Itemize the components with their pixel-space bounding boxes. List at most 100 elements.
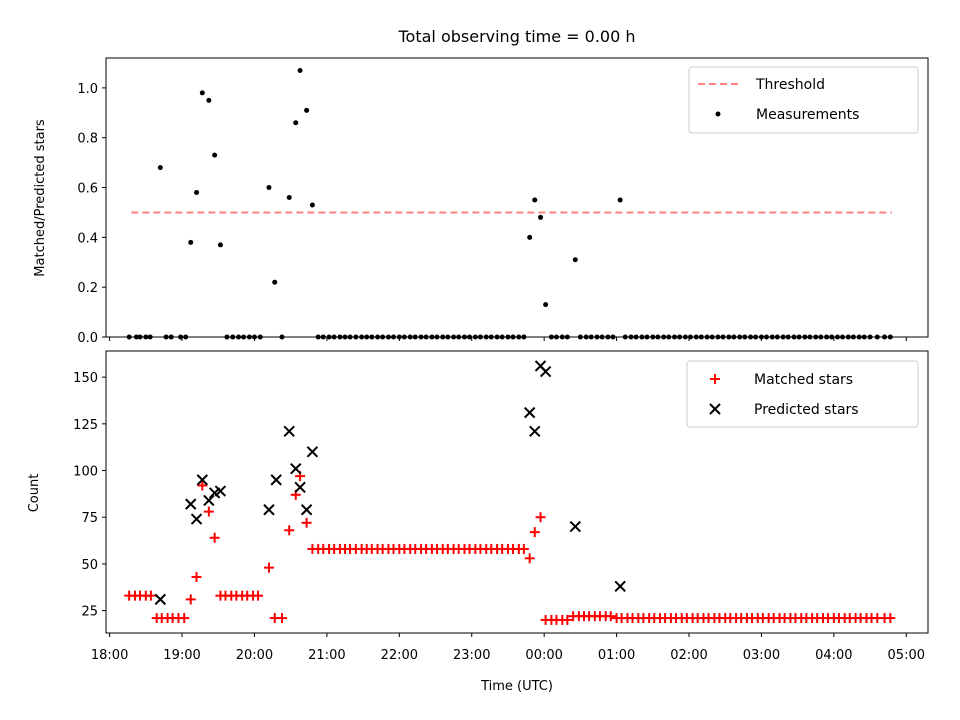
predicted-star-marker-b — [569, 520, 582, 533]
matched-star-marker — [276, 613, 287, 624]
bottom-y-tick-label: 100 — [73, 465, 98, 480]
predicted-star-marker — [569, 520, 582, 533]
measurement-point — [194, 190, 200, 196]
bottom-y-tick-label: 50 — [81, 558, 98, 573]
chart-title: Total observing time = 0.00 h — [397, 27, 635, 46]
measurement-point — [543, 302, 549, 308]
predicted-star-marker — [306, 446, 319, 458]
predicted-star-marker — [185, 498, 197, 510]
predicted-star-marker — [270, 474, 282, 486]
predicted-star-marker — [283, 425, 295, 438]
measurement-point — [309, 202, 315, 208]
measurement-point — [188, 239, 194, 245]
predicted-star-marker-b — [185, 498, 197, 510]
predicted-star-marker-b — [300, 504, 313, 516]
x-tick-label: 19:00 — [163, 648, 200, 663]
bottom-axes-frame — [105, 350, 929, 634]
matched-star-marker — [263, 562, 274, 573]
matched-stars-points — [124, 471, 896, 625]
matched-star-marker — [185, 594, 196, 605]
bottom-y-tick-label: 25 — [81, 605, 98, 620]
predicted-star-marker-b — [306, 446, 319, 458]
predicted-star-marker-b — [270, 474, 282, 486]
predicted-stars-points — [154, 360, 626, 606]
measurement-point — [538, 214, 544, 220]
x-tick-label: 22:00 — [381, 648, 418, 663]
top-legend: Threshold Measurements — [688, 66, 919, 134]
measurement-point — [206, 97, 212, 103]
top-y-axis-label: Matched/Predicted stars — [33, 119, 48, 277]
matched-star-marker — [518, 543, 529, 554]
bottom-y-tick-label: 75 — [81, 511, 98, 526]
predicted-star-marker — [263, 504, 275, 516]
top-y-tick-label: 1.0 — [77, 82, 98, 97]
x-tick-label: 04:00 — [815, 648, 852, 663]
predicted-star-marker — [290, 462, 302, 475]
measurement-point — [532, 197, 538, 203]
predicted-star-marker — [523, 406, 536, 419]
bottom-ticks: 25 50 75 100 125 150 18:00 19:00 20:00 21:00 22:00… — [73, 371, 925, 663]
top-panel: Total observing time = 0.00 h 0.0 0.2 0.4 0… — [33, 27, 929, 346]
predicted-star-marker-b — [154, 593, 167, 606]
predicted-star-marker-b — [283, 425, 295, 438]
predicted-star-marker-b — [263, 504, 275, 516]
measurement-point — [527, 234, 533, 240]
x-tick-label: 21:00 — [308, 648, 345, 663]
matched-star-marker — [885, 613, 896, 624]
matched-star-marker — [535, 512, 546, 523]
matched-star-marker — [145, 590, 156, 601]
predicted-star-marker-b — [290, 462, 302, 475]
matched-star-marker — [179, 613, 190, 624]
legend-threshold-label: Threshold — [755, 77, 825, 93]
x-tick-label: 20:00 — [236, 648, 273, 663]
measurement-point — [617, 197, 623, 203]
measurement-point — [157, 165, 163, 171]
x-tick-label: 02:00 — [670, 648, 707, 663]
bottom-y-axis-label: Count — [27, 474, 42, 513]
matched-star-marker — [529, 527, 540, 538]
measurement-point — [217, 242, 223, 248]
legend-matched-swatch — [710, 374, 720, 384]
predicted-star-marker — [203, 494, 215, 507]
predicted-star-marker — [294, 481, 306, 494]
predicted-star-marker — [214, 485, 227, 497]
measurement-point — [212, 152, 218, 158]
matched-star-marker — [284, 525, 295, 536]
matched-star-marker — [562, 614, 573, 625]
predicted-star-marker-b — [196, 474, 209, 486]
predicted-star-marker — [529, 425, 541, 438]
predicted-star-marker-b — [190, 513, 203, 525]
bottom-y-tick-label: 125 — [73, 418, 98, 433]
top-y-tick-label: 0.4 — [77, 231, 98, 246]
matched-star-marker — [301, 517, 312, 528]
bottom-panel: 25 50 75 100 125 150 18:00 19:00 20:00 21:00 22:00… — [27, 350, 929, 694]
predicted-star-marker — [154, 593, 167, 606]
measurement-point — [199, 90, 205, 96]
top-y-tick-label: 0.0 — [77, 331, 98, 346]
top-axes-frame — [105, 57, 929, 338]
matched-star-marker — [524, 553, 535, 564]
measurement-point — [286, 195, 292, 200]
matched-star-marker — [253, 590, 264, 601]
measurement-point — [272, 279, 278, 285]
matched-star-marker — [203, 506, 214, 517]
x-axis-label: Time (UTC) — [480, 679, 553, 694]
x-tick-label: 03:00 — [743, 648, 780, 663]
predicted-star-marker — [614, 580, 626, 593]
x-tick-label: 01:00 — [598, 648, 635, 663]
top-y-tick-label: 0.8 — [77, 132, 98, 147]
predicted-star-marker — [190, 513, 203, 525]
legend-measurements-swatch — [715, 111, 721, 117]
legend-matched-label: Matched stars — [754, 372, 853, 388]
predicted-star-marker — [196, 474, 209, 486]
top-y-tick-label: 0.2 — [77, 281, 98, 296]
bottom-legend: Matched stars Predicted stars — [686, 360, 919, 428]
predicted-star-marker-b — [214, 485, 227, 497]
matched-star-marker — [605, 611, 616, 622]
x-tick-label: 00:00 — [525, 648, 562, 663]
x-tick-label: 05:00 — [888, 648, 925, 663]
bottom-y-tick-label: 150 — [73, 371, 98, 386]
measurement-point — [266, 185, 272, 191]
legend-predicted-swatch — [709, 403, 721, 415]
predicted-star-marker-b — [294, 481, 306, 494]
